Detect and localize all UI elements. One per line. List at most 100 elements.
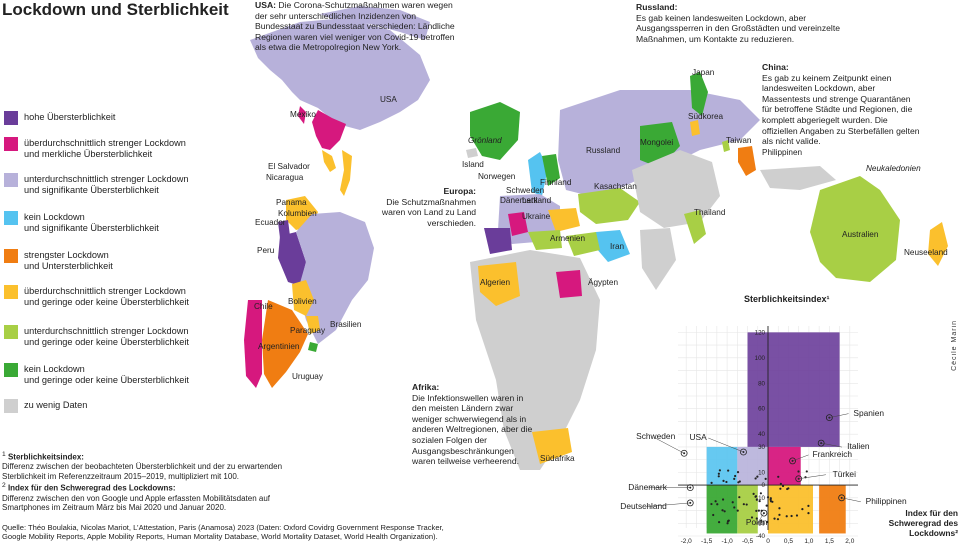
labeled-point (740, 448, 747, 456)
annotation-china-text: Es gab zu keinem Zeitpunkt einen landesw… (762, 72, 920, 147)
data-point (752, 492, 755, 495)
point-label: Türkei (832, 468, 856, 479)
region-japan (690, 72, 708, 116)
data-point (755, 509, 758, 512)
annotation-afrika-head: Afrika: (412, 382, 440, 392)
region-central-america (322, 150, 336, 172)
block-blau (706, 446, 738, 486)
label-usa: USA (380, 95, 397, 104)
data-point (755, 498, 758, 501)
label-island: Island (462, 160, 484, 169)
region-africa (470, 250, 600, 470)
region-north-america (250, 18, 430, 130)
data-point (766, 496, 770, 499)
block-hohe-uebersterblichkeit (747, 332, 840, 447)
label-kasachstan: Kasachstan (594, 182, 637, 191)
legend-item: zu wenig Daten (4, 399, 234, 413)
region-neuseeland (928, 222, 948, 266)
label-uruguay: Uruguay (292, 372, 323, 381)
annotation-china: China: Es gab zu keinem Zeitpunkt einen l… (762, 62, 922, 147)
data-point (742, 503, 745, 506)
point-label: USA (689, 432, 707, 442)
data-point (778, 507, 781, 510)
data-point (779, 487, 782, 490)
annotation-russland-head: Russland: (636, 2, 678, 12)
label-japan: Japan (692, 68, 715, 77)
label-suedafrika: Südafrika (540, 454, 575, 463)
label-groenland: Grönland (468, 136, 502, 145)
region-skandinavien (528, 152, 548, 196)
region-algerien (478, 262, 520, 306)
footnote-2-text: Differenz zwischen den von Google und Ap… (2, 493, 271, 513)
point-label: Italien (847, 441, 870, 452)
data-point (725, 480, 728, 484)
footnote-2: 2 Index für den Schweregrad des Lockdown… (2, 482, 271, 513)
label-brasilien: Brasilien (330, 320, 362, 329)
x-tick-label: 1,0 (804, 538, 813, 545)
data-point (757, 509, 760, 512)
point-label: Dänemark (628, 481, 667, 492)
y-tick-label: 40 (758, 431, 765, 438)
label-armenien: Armenien (550, 234, 586, 243)
y-tick-label: 100 (755, 355, 766, 362)
data-point (785, 515, 788, 518)
data-point (786, 487, 789, 491)
leader-line (642, 502, 691, 508)
label-aegypten: Ägypten (588, 278, 619, 287)
block-gelb (768, 485, 813, 534)
leader-line (829, 413, 849, 418)
label-iran: Iran (610, 242, 625, 251)
label-finnland: Finnland (540, 178, 572, 187)
label-daenemark: Dänemark (500, 196, 538, 205)
annotation-europa-text: Die Schutzmaßnahmen waren von Land zu La… (381, 196, 476, 228)
legend-item: überdurchschnittlich strenger Lockdown u… (4, 137, 234, 160)
label-taiwan: Taiwan (726, 136, 752, 145)
annotation-usa-text: Die Corona-Schutzmaßnahmen waren wegen d… (255, 0, 455, 53)
x-tick-label: 0 (766, 538, 770, 545)
label-australien: Australien (842, 230, 879, 239)
labeled-point (789, 457, 796, 465)
annotation-europa-head: Europa: (443, 186, 476, 196)
annotation-russland-text: Es gab keinen landesweiten Lockdown, abe… (636, 12, 840, 44)
point-label: Schweden (636, 431, 676, 442)
data-point (779, 482, 782, 485)
region-island (466, 148, 478, 158)
leader-line (798, 474, 826, 479)
legend-swatch (4, 325, 18, 339)
y-tick-label: 80 (758, 380, 765, 387)
annotation-china-head: China: (762, 62, 789, 72)
region-india (640, 228, 676, 290)
region-chile (244, 300, 262, 388)
region-taiwan (722, 140, 730, 152)
data-point (731, 501, 734, 504)
data-point (776, 518, 780, 521)
label-kolumbien: Kolumbien (278, 209, 317, 218)
data-point (721, 509, 724, 512)
legend-swatch (4, 111, 18, 125)
label-elsalvador: El Salvador (268, 162, 310, 171)
data-point (738, 496, 741, 499)
data-point (805, 470, 808, 473)
labeled-point (825, 414, 833, 422)
legend-label: unterdurchschnittlich strenger Lockdown … (24, 326, 189, 347)
region-thailand (684, 210, 706, 244)
region-china (632, 150, 720, 228)
labeled-point (795, 475, 803, 483)
region-bolivien (292, 280, 314, 316)
data-point (710, 481, 713, 484)
data-point (797, 470, 800, 473)
x-tick-label: 1,5 (825, 538, 834, 545)
x-tick-label: 0,5 (784, 538, 793, 545)
label-neuseeland: Neuseeland (904, 248, 948, 257)
footnote-2-head: Index für den Schweregrad des Lockdowns: (7, 484, 176, 494)
label-ecuador: Ecuador (255, 218, 286, 227)
leader-line (757, 512, 765, 524)
data-point (754, 495, 757, 498)
annotation-afrika: Afrika: Die Infektionswellen waren in den… (412, 382, 536, 467)
label-norwegen: Norwegen (478, 172, 516, 181)
legend-swatch (4, 363, 18, 377)
region-ukraine (548, 208, 580, 232)
data-point (736, 509, 739, 512)
label-panama: Panama (276, 198, 307, 207)
data-point (750, 516, 754, 519)
